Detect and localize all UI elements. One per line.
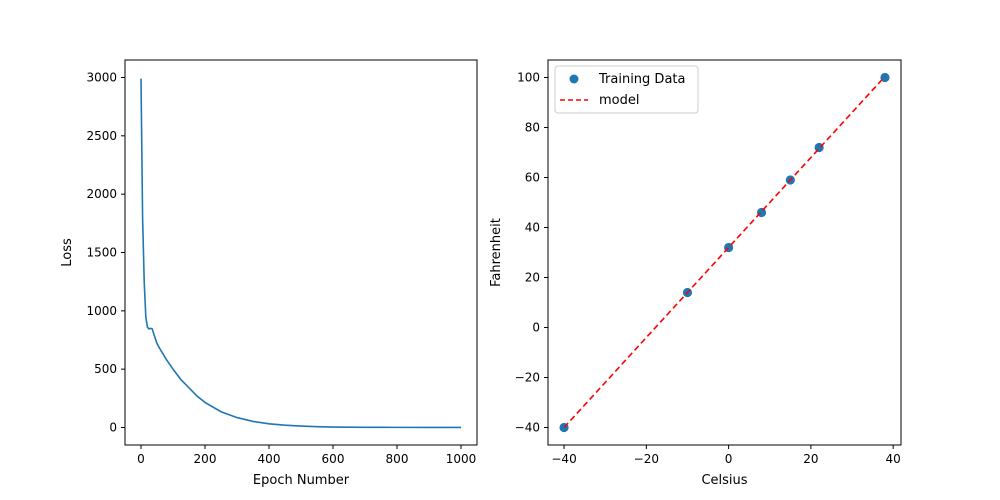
y-tick-label: 2500	[86, 129, 117, 143]
y-tick-label: 60	[525, 171, 540, 185]
series-line	[140, 78, 462, 429]
x-tick-label: 400	[258, 452, 281, 466]
y-tick-label: 2000	[86, 187, 117, 201]
model-line	[563, 75, 886, 429]
y-tick-label: −40	[515, 421, 540, 435]
legend-label-model: model	[599, 93, 639, 108]
temperature-series-group	[559, 72, 890, 433]
x-tick-label: 200	[194, 452, 217, 466]
y-tick-label: 1000	[86, 304, 117, 318]
y-tick-label: 1500	[86, 246, 117, 260]
temperature-y-ticks: −40 −20 0 20 40 60 80 100	[515, 71, 548, 435]
y-tick-label: 80	[525, 121, 540, 135]
temperature-x-ticks: −40 −20 0 20 40	[551, 445, 901, 466]
x-tick-label: 0	[725, 452, 733, 466]
loss-x-axis-label: Epoch Number	[253, 473, 350, 488]
y-tick-label: −20	[515, 371, 540, 385]
temperature-y-axis-label: Fahrenheit	[489, 218, 504, 287]
x-tick-label: 800	[386, 452, 409, 466]
temperature-x-axis-label: Celsius	[701, 473, 747, 488]
x-tick-label: −40	[551, 452, 576, 466]
x-tick-label: 0	[137, 452, 145, 466]
y-tick-label: 100	[517, 71, 540, 85]
x-tick-label: −20	[634, 452, 659, 466]
x-tick-label: 600	[322, 452, 345, 466]
loss-chart: 0 200 400 600 800 1000 0 500 1000 1500 2000 2500 30…	[60, 59, 478, 488]
y-tick-label: 0	[532, 321, 540, 335]
loss-series-group	[140, 78, 462, 429]
y-tick-label: 3000	[86, 71, 117, 85]
loss-y-axis-label: Loss	[60, 238, 75, 267]
legend-box	[554, 65, 699, 114]
scatter-point	[880, 72, 890, 83]
loss-x-ticks: 0 200 400 600 800 1000	[137, 445, 476, 466]
y-tick-label: 40	[525, 221, 540, 235]
legend: Training Data model	[554, 65, 699, 114]
x-tick-label: 1000	[446, 452, 477, 466]
y-tick-label: 20	[525, 271, 540, 285]
x-tick-label: 40	[886, 452, 901, 466]
loss-axes-frame	[124, 59, 478, 446]
temperature-axes-frame	[547, 59, 902, 446]
loss-y-ticks: 0 500 1000 1500 2000 2500 3000	[86, 71, 125, 435]
legend-marker-training-data	[569, 74, 579, 84]
temperature-chart: −40 −20 0 20 40 −40 −20 0 20 40 60 80 100 Celsius F…	[489, 59, 902, 488]
y-tick-label: 0	[109, 421, 117, 435]
x-tick-label: 20	[803, 452, 818, 466]
y-tick-label: 500	[94, 362, 117, 376]
legend-label-training-data: Training Data	[598, 72, 685, 87]
